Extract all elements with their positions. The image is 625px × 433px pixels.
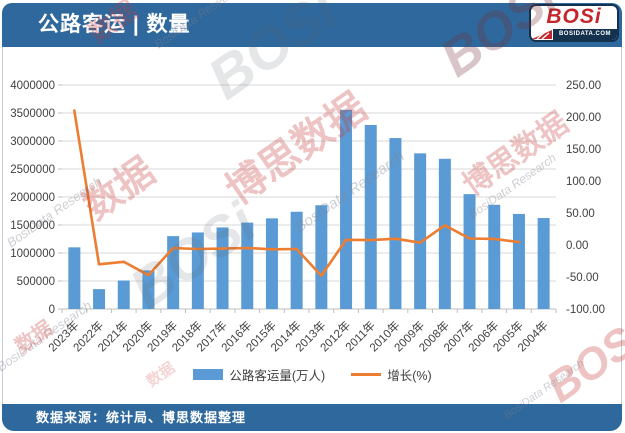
legend-item-line: 增长(%) bbox=[351, 365, 432, 384]
bar-2012年 bbox=[340, 109, 353, 310]
left-axis-label: 3000000 bbox=[10, 136, 55, 148]
bar-2008年 bbox=[438, 158, 451, 309]
bar-2011年 bbox=[364, 124, 377, 309]
bar-2021年 bbox=[117, 280, 130, 309]
left-axis-label: 2000000 bbox=[10, 192, 55, 204]
bar-2013年 bbox=[315, 205, 328, 309]
right-axis-label: 150.00 bbox=[566, 144, 601, 156]
data-source-note: 数据来源：统计局、博思数据整理 bbox=[36, 410, 247, 425]
bar-2017年 bbox=[216, 227, 229, 309]
bar-2020年 bbox=[142, 270, 155, 309]
bar-series-label: 公路客运量(万人) bbox=[229, 369, 326, 383]
bar-2009年 bbox=[414, 153, 427, 309]
bosi-logo-domain: BOSIDATA.COM bbox=[553, 29, 617, 40]
bar-2023年 bbox=[68, 247, 81, 309]
right-axis-label: 250.00 bbox=[566, 80, 601, 92]
bosi-logo-text: BOSi bbox=[546, 6, 602, 28]
bar-2015年 bbox=[265, 218, 278, 309]
bosi-logo: BOSi BOSIDATA.COM bbox=[529, 4, 619, 42]
left-axis-label: 4000000 bbox=[10, 80, 55, 92]
header-bar: 公路客运 | 数量 bbox=[2, 3, 622, 47]
left-axis-label: 3500000 bbox=[10, 108, 55, 120]
left-axis-label: 0 bbox=[49, 304, 55, 316]
bosi-logo-bottom: BOSIDATA.COM bbox=[531, 29, 617, 40]
bar-2010年 bbox=[389, 138, 402, 309]
left-axis-label: 2500000 bbox=[10, 164, 55, 176]
right-axis-label: -50.00 bbox=[566, 272, 599, 284]
page-title: 公路客运 | 数量 bbox=[38, 13, 191, 36]
bar-2018年 bbox=[191, 232, 204, 309]
bar-2022年 bbox=[93, 289, 106, 309]
growth-line bbox=[73, 109, 521, 278]
bar-2007年 bbox=[463, 194, 476, 309]
bosi-logo-panel: BOSi BOSIDATA.COM bbox=[531, 6, 617, 40]
right-axis-label: 0.00 bbox=[566, 240, 588, 252]
left-axis-label: 500000 bbox=[17, 276, 55, 288]
bar-2006年 bbox=[488, 204, 501, 309]
left-axis-label: 1000000 bbox=[10, 248, 55, 260]
chart-legend: 公路客运量(万人) 增长(%) bbox=[0, 365, 625, 384]
bar-2014年 bbox=[290, 211, 303, 309]
bar-series-swatch bbox=[193, 369, 224, 380]
right-axis-label: -100.00 bbox=[566, 304, 605, 316]
legend-item-bar: 公路客运量(万人) bbox=[193, 365, 325, 384]
right-axis-label: 50.00 bbox=[566, 208, 595, 220]
bar-2016年 bbox=[241, 222, 254, 309]
right-axis-label: 100.00 bbox=[566, 176, 601, 188]
bar-2004年 bbox=[537, 218, 550, 309]
line-series-label: 增长(%) bbox=[387, 369, 432, 383]
left-axis-label: 1500000 bbox=[10, 220, 55, 232]
right-axis-label: 200.00 bbox=[566, 112, 601, 124]
footer-bar: 数据来源：统计局、博思数据整理 bbox=[2, 404, 622, 431]
line-series-swatch bbox=[351, 373, 382, 376]
bar-2005年 bbox=[512, 213, 525, 309]
bar-2019年 bbox=[167, 236, 180, 309]
logo-stripe-triangle-icon bbox=[532, 30, 552, 40]
